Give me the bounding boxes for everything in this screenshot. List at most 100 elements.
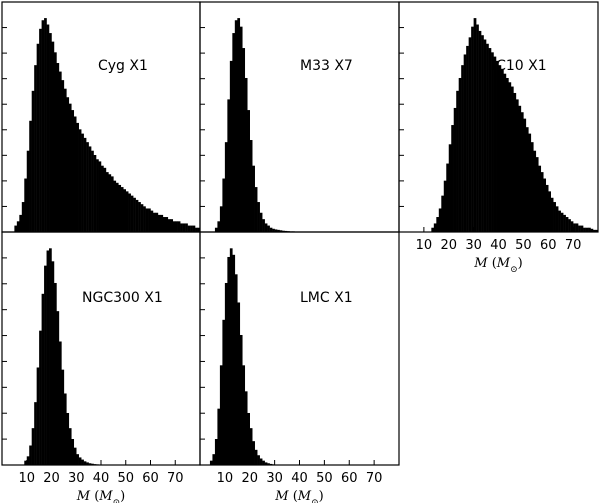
histogram-bar xyxy=(192,225,196,232)
histogram-bar xyxy=(558,210,561,232)
histogram-bar xyxy=(68,428,72,465)
histogram-bar xyxy=(222,319,226,465)
histogram-bar xyxy=(262,460,265,465)
x-axis-label: M (M⊙) xyxy=(274,489,323,503)
histogram-bar xyxy=(44,265,47,465)
x-tick-label: 60 xyxy=(142,471,159,486)
histogram-bar xyxy=(563,214,566,232)
histogram-bar xyxy=(234,274,238,465)
histogram-bar xyxy=(44,18,47,232)
histogram-bar xyxy=(63,393,67,465)
histogram-bar xyxy=(229,60,233,232)
x-tick-label: 20 xyxy=(440,238,457,253)
histogram-bar xyxy=(14,225,18,232)
histogram-bar xyxy=(573,223,576,232)
panels-layer: Cyg X1 M33 X7 IC10 X1 NGC300 X1 LMC X1 xyxy=(14,18,599,465)
x-tick-label: 20 xyxy=(241,471,258,486)
histogram-bar xyxy=(150,210,154,232)
histogram-bar xyxy=(86,462,89,465)
histogram-bar xyxy=(456,90,459,232)
axis-label-part: M xyxy=(274,489,289,503)
histogram-bar xyxy=(110,176,114,232)
x-tick-label: 60 xyxy=(341,471,358,486)
histogram-bar xyxy=(568,219,571,232)
histogram-bar xyxy=(252,165,255,232)
histogram-bar xyxy=(58,341,62,465)
histogram-bar xyxy=(580,225,584,232)
axis-label-part: ( xyxy=(289,489,298,503)
histogram-bar xyxy=(590,228,594,232)
histogram-bar xyxy=(593,229,596,232)
histogram-bar xyxy=(481,35,484,233)
histogram-bar xyxy=(491,52,494,232)
histogram-bar xyxy=(259,212,263,232)
panel-1: Cyg X1 xyxy=(14,18,201,233)
histogram-bar xyxy=(105,172,109,232)
histogram-bar xyxy=(244,77,248,233)
histogram-bar xyxy=(190,225,193,232)
histogram-bar xyxy=(16,221,20,233)
axis-label-part: ⊙ xyxy=(113,498,121,503)
x-tick-label: 10 xyxy=(217,471,234,486)
histogram-bar xyxy=(118,184,122,232)
histogram-bar xyxy=(81,133,84,232)
histogram-bar xyxy=(234,20,238,232)
histogram-bar xyxy=(41,293,45,465)
x-tick-label: 30 xyxy=(266,471,283,486)
histogram-bar xyxy=(249,428,253,465)
histogram-bar xyxy=(478,30,482,233)
histogram-bar xyxy=(274,229,278,232)
histogram-bar xyxy=(570,221,574,233)
histogram-bar xyxy=(49,248,52,465)
panel-label: NGC300 X1 xyxy=(82,290,163,306)
histogram-bar xyxy=(232,254,236,465)
histogram-bar xyxy=(66,412,70,465)
histogram-bar xyxy=(461,65,464,232)
histogram-bar xyxy=(187,225,191,232)
histogram-bar xyxy=(543,178,547,233)
histogram-bar xyxy=(533,150,537,232)
histogram-bar xyxy=(518,105,522,232)
histogram-bar xyxy=(53,52,57,232)
histogram-bar xyxy=(468,37,472,232)
histogram-bar xyxy=(130,195,134,232)
histogram-bar xyxy=(180,223,183,232)
histogram-bar xyxy=(585,227,589,232)
histogram-bar xyxy=(267,225,270,232)
histogram-bar xyxy=(224,142,228,232)
histogram-bar xyxy=(553,202,556,232)
histogram-bar xyxy=(451,125,454,232)
histogram-bar xyxy=(172,221,176,233)
histogram-bar xyxy=(510,86,514,232)
axis-label-part: M xyxy=(496,256,511,271)
histogram-bar xyxy=(458,77,462,233)
histogram-bar xyxy=(279,230,283,232)
histogram-bar xyxy=(78,129,82,232)
histogram-bar xyxy=(51,41,55,232)
histogram-bar xyxy=(224,282,228,465)
histogram-bar xyxy=(548,191,551,232)
histogram-bar xyxy=(214,227,218,232)
histogram-bar xyxy=(209,460,213,465)
histogram-bar xyxy=(46,250,50,465)
panel-label: Cyg X1 xyxy=(98,58,148,74)
histogram-bar xyxy=(212,454,216,465)
histogram-bar xyxy=(560,212,564,232)
panel-5: LMC X1 xyxy=(209,248,353,465)
x-tick-label: 30 xyxy=(465,238,482,253)
panel-2: M33 X7 xyxy=(214,18,353,233)
histogram-bar xyxy=(214,439,218,465)
histogram-bar xyxy=(71,439,75,465)
x-tick-label: 20 xyxy=(43,471,60,486)
histogram-bar xyxy=(496,60,499,232)
histogram-bar xyxy=(91,463,94,465)
histogram-bar xyxy=(39,330,42,465)
histogram-bar xyxy=(157,214,161,232)
histogram-bar xyxy=(538,165,542,232)
axis-label-part: ⊙ xyxy=(311,498,319,503)
histogram-bar xyxy=(535,157,539,232)
histogram-bar xyxy=(500,69,504,232)
histogram-bar xyxy=(446,163,449,232)
histogram-bar xyxy=(232,33,236,232)
histogram-bar xyxy=(160,214,164,232)
